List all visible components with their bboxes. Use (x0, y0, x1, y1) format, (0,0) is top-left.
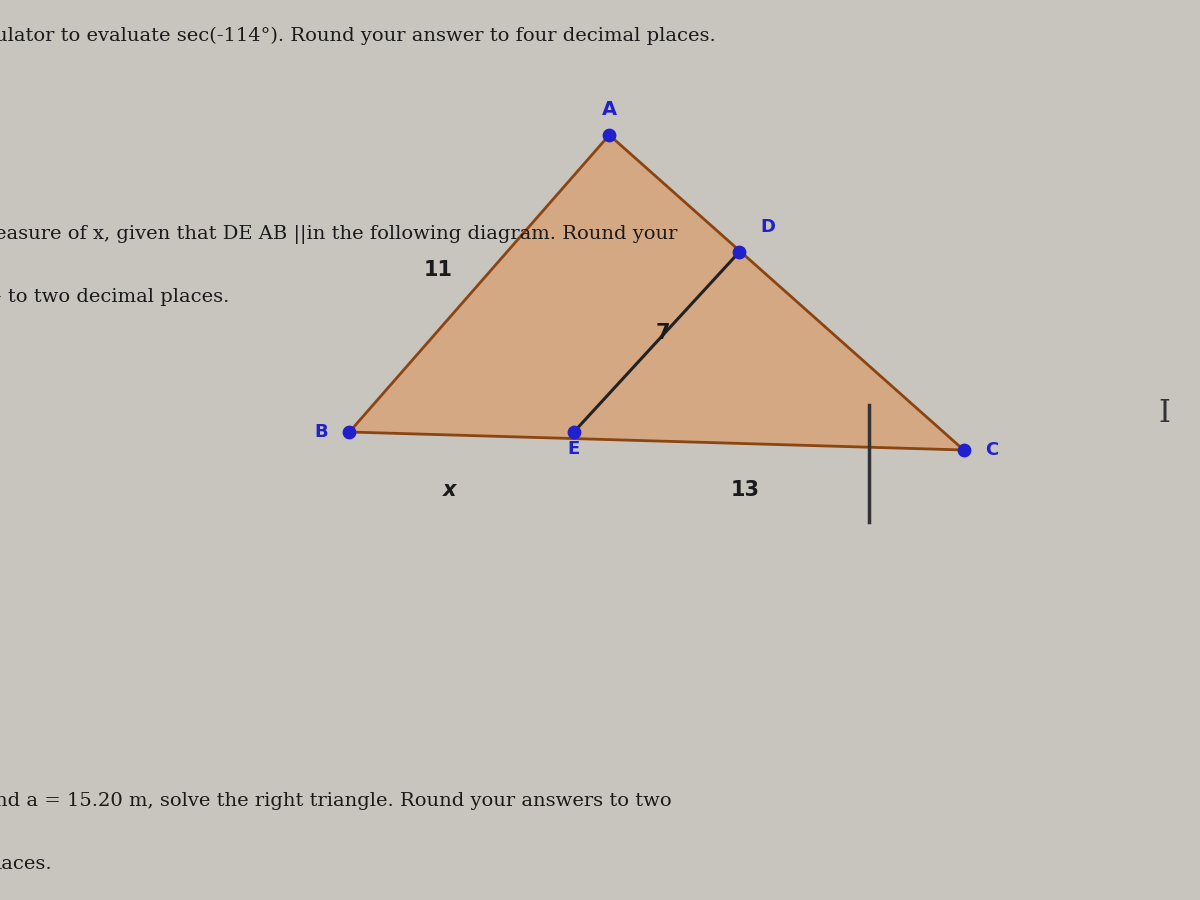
Text: 11: 11 (424, 260, 452, 280)
Text: ulator to evaluate sec(-114°). Round your answer to four decimal places.: ulator to evaluate sec(-114°). Round you… (0, 27, 715, 45)
Text: easure of x, given that DE AB ||in the following diagram. Round your: easure of x, given that DE AB ||in the f… (0, 225, 677, 244)
Text: nd a = 15.20 m, solve the right triangle. Round your answers to two: nd a = 15.20 m, solve the right triangle… (0, 792, 672, 810)
Text: B: B (314, 423, 328, 441)
Text: 7: 7 (655, 323, 670, 343)
Text: E: E (568, 440, 580, 458)
Text: x: x (443, 481, 456, 500)
Point (600, 128, 619, 142)
Point (564, 425, 583, 439)
Point (730, 245, 749, 259)
Text: 13: 13 (731, 481, 760, 500)
Text: D: D (761, 218, 775, 236)
Point (340, 425, 359, 439)
Text: A: A (601, 100, 617, 119)
Point (954, 443, 973, 457)
Text: laces.: laces. (0, 855, 52, 873)
Polygon shape (349, 135, 964, 450)
Text: I: I (1159, 399, 1170, 429)
Text: C: C (985, 441, 998, 459)
Text: - to two decimal places.: - to two decimal places. (0, 288, 229, 306)
